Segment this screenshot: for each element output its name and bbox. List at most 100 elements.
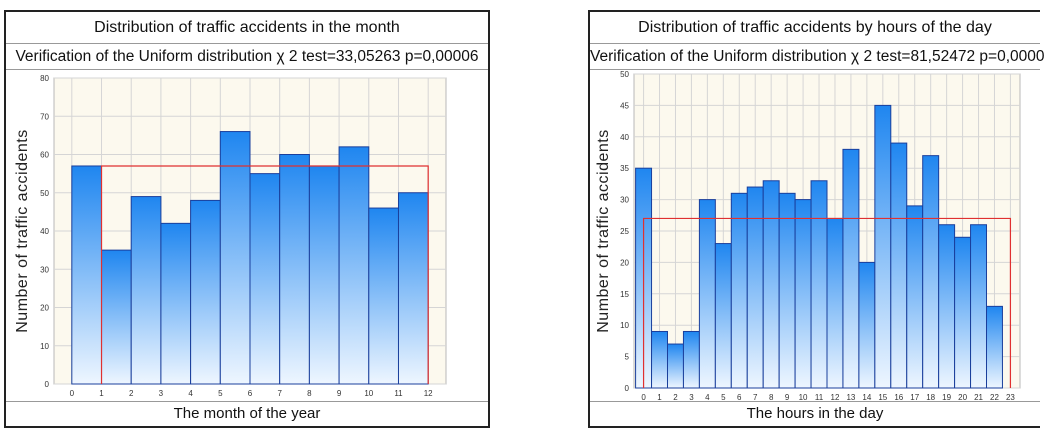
x-tick-label: 15 — [878, 393, 887, 402]
x-tick-label: 20 — [958, 393, 967, 402]
histogram-bar — [954, 236, 972, 389]
x-tick-label: 1 — [99, 389, 104, 398]
histogram-bar — [874, 104, 892, 389]
histogram-bar — [130, 196, 162, 385]
histogram-bar — [249, 173, 281, 385]
x-tick-label: 9 — [337, 389, 342, 398]
histogram-bar — [730, 192, 748, 389]
histogram-bar — [368, 207, 399, 385]
y-tick-label: 80 — [40, 74, 49, 83]
y-tick-label: 60 — [40, 151, 49, 160]
x-tick-label: 16 — [894, 393, 903, 402]
x-tick-label: 1 — [657, 393, 662, 402]
chart-subtitle: Verification of the Uniform distribution… — [590, 44, 1044, 70]
x-tick-label: 0 — [70, 389, 75, 398]
y-tick-label: 15 — [620, 290, 629, 299]
x-tick-label: 6 — [737, 393, 742, 402]
histogram-bar — [826, 217, 844, 389]
histogram-bar — [986, 305, 1003, 389]
y-axis-label: Number of traffic accidents — [14, 129, 31, 333]
histogram-bar — [714, 243, 732, 389]
y-tick-label: 0 — [45, 380, 50, 389]
x-axis-label: The month of the year — [6, 401, 488, 426]
y-tick-label: 50 — [620, 70, 629, 79]
y-tick-label: 70 — [40, 112, 49, 121]
x-tick-label: 5 — [721, 393, 726, 402]
histogram-bar — [810, 180, 828, 389]
histogram-bar — [762, 180, 780, 389]
histogram-bar — [778, 192, 796, 389]
y-tick-label: 30 — [40, 265, 49, 274]
y-tick-label: 50 — [40, 189, 49, 198]
histogram-bar — [794, 199, 812, 389]
y-tick-label: 45 — [620, 101, 629, 110]
y-tick-label: 0 — [625, 384, 630, 393]
histogram-bar — [922, 155, 940, 389]
x-tick-label: 12 — [831, 393, 840, 402]
histogram-bar — [101, 249, 132, 385]
x-tick-label: 7 — [277, 389, 282, 398]
chart-panel-month: Distribution of traffic accidents in the… — [4, 10, 490, 428]
x-tick-label: 4 — [188, 389, 193, 398]
x-tick-label: 23 — [1006, 393, 1015, 402]
histogram-bar — [651, 330, 668, 389]
x-tick-label: 8 — [307, 389, 312, 398]
x-tick-label: 4 — [705, 393, 710, 402]
uniform-fit-line — [100, 165, 429, 384]
x-tick-label: 22 — [990, 393, 999, 402]
x-tick-label: 11 — [394, 389, 403, 398]
chart-panel-hours: Distribution of traffic accidents by hou… — [588, 10, 1044, 428]
x-tick-label: 7 — [753, 393, 758, 402]
x-tick-label: 2 — [673, 393, 678, 402]
y-tick-label: 5 — [625, 353, 630, 362]
x-tick-label: 9 — [785, 393, 790, 402]
x-tick-label: 19 — [942, 393, 951, 402]
histogram-bar — [970, 224, 988, 389]
chart-title: Distribution of traffic accidents by hou… — [590, 12, 1040, 44]
chart-title: Distribution of traffic accidents in the… — [6, 12, 488, 44]
x-axis-label: The hours in the day — [590, 401, 1040, 426]
histogram-bar — [71, 165, 103, 385]
x-tick-label: 6 — [248, 389, 253, 398]
x-tick-label: 11 — [815, 393, 824, 402]
histogram-bar — [308, 165, 340, 385]
x-tick-label: 13 — [846, 393, 855, 402]
histogram-bar — [938, 224, 956, 389]
histogram-bar — [842, 148, 860, 389]
x-tick-label: 0 — [641, 393, 646, 402]
histogram-bar — [682, 330, 700, 389]
y-axis-label: Number of traffic accidents — [595, 129, 612, 333]
y-tick-label: 40 — [40, 227, 49, 236]
histogram-bar — [338, 146, 370, 385]
x-tick-label: 10 — [364, 389, 373, 398]
x-tick-label: 12 — [424, 389, 433, 398]
x-tick-label: 18 — [926, 393, 935, 402]
y-tick-label: 20 — [620, 258, 629, 267]
chart-subtitle: Verification of the Uniform distribution… — [6, 44, 488, 70]
x-tick-label: 21 — [974, 393, 983, 402]
x-tick-label: 14 — [862, 393, 871, 402]
y-tick-label: 10 — [620, 321, 629, 330]
histogram-bar — [890, 142, 908, 389]
x-tick-label: 5 — [218, 389, 223, 398]
y-tick-label: 20 — [40, 304, 49, 313]
y-tick-label: 10 — [40, 342, 49, 351]
histogram-bar — [666, 343, 684, 389]
x-tick-label: 3 — [159, 389, 164, 398]
x-tick-label: 8 — [769, 393, 774, 402]
histogram-bar — [160, 222, 192, 385]
y-tick-label: 25 — [620, 227, 629, 236]
histogram-bar — [190, 199, 221, 385]
y-tick-label: 40 — [620, 133, 629, 142]
histogram-bar — [397, 192, 429, 385]
x-tick-label: 10 — [799, 393, 808, 402]
uniform-fit-line — [642, 217, 1012, 388]
histogram-bar — [906, 205, 924, 389]
histogram-bar — [279, 154, 310, 385]
y-tick-label: 30 — [620, 196, 629, 205]
y-tick-label: 35 — [620, 164, 629, 173]
x-tick-label: 2 — [129, 389, 134, 398]
histogram-bar — [858, 261, 876, 389]
